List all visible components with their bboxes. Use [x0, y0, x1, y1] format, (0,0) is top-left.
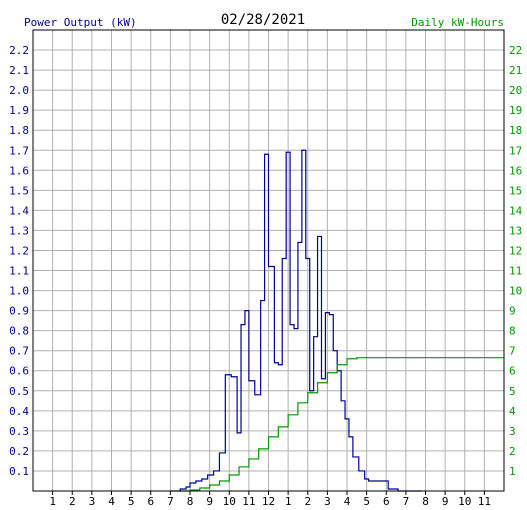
chart-title: 02/28/2021	[221, 12, 305, 28]
y-right-tick-label: 2	[509, 445, 516, 458]
x-tick-label: 9	[206, 495, 213, 508]
tick-labels: 1 2 3 4 5 6 7 8 9 10 11 12 1 2 3 4 5 6 7 8 9 10 110.10.20.30.4…	[9, 44, 522, 508]
y-right-tick-label: 4	[509, 405, 516, 418]
x-tick-label: 8	[187, 495, 194, 508]
x-tick-label: 6	[383, 495, 390, 508]
y-right-tick-label: 6	[509, 365, 516, 378]
x-tick-label: 3	[324, 495, 331, 508]
y-right-tick-label: 18	[509, 124, 522, 137]
y-right-tick-label: 7	[509, 345, 516, 358]
y-left-tick-label: 2.2	[9, 44, 29, 57]
y-right-tick-label: 8	[509, 325, 516, 338]
y-right-tick-label: 12	[509, 244, 522, 257]
y-right-tick-label: 21	[509, 64, 522, 77]
y-left-tick-label: 1.9	[9, 104, 29, 117]
y-right-tick-label: 19	[509, 104, 522, 117]
series-power-output	[170, 149, 422, 492]
x-tick-label: 8	[422, 495, 429, 508]
y-left-tick-label: 2.1	[9, 64, 29, 77]
y-left-tick-label: 0.4	[9, 405, 29, 418]
y-left-tick-label: 1.4	[9, 204, 29, 217]
x-tick-label: 2	[69, 495, 76, 508]
y-right-tick-label: 13	[509, 224, 522, 237]
plot-frame	[32, 29, 505, 492]
y-left-tick-label: 0.3	[9, 425, 29, 438]
y-right-tick-label: 20	[509, 84, 522, 97]
x-tick-label: 5	[363, 495, 370, 508]
y-right-tick-label: 10	[509, 285, 522, 298]
y-right-tick-label: 14	[509, 204, 523, 217]
y-right-tick-label: 22	[509, 44, 522, 57]
x-tick-label: 2	[304, 495, 311, 508]
y-left-tick-label: 1.0	[9, 285, 29, 298]
x-tick-label: 4	[344, 495, 351, 508]
x-tick-label: 5	[128, 495, 135, 508]
y-left-tick-label: 0.9	[9, 305, 29, 318]
series-group	[170, 149, 504, 492]
x-tick-label: 4	[108, 495, 115, 508]
y-right-tick-label: 15	[509, 184, 522, 197]
y-right-tick-label: 11	[509, 265, 522, 278]
x-tick-label: 1	[49, 495, 56, 508]
y-right-tick-label: 3	[509, 425, 516, 438]
x-tick-label: 3	[89, 495, 96, 508]
x-tick-label: 9	[442, 495, 449, 508]
left-axis-label: Power Output (kW)	[24, 16, 137, 29]
x-tick-label: 11	[478, 495, 491, 508]
x-tick-label: 1	[285, 495, 292, 508]
y-left-tick-label: 1.8	[9, 124, 29, 137]
y-right-tick-label: 1	[509, 465, 516, 478]
y-right-tick-label: 5	[509, 385, 516, 398]
x-tick-label: 10	[223, 495, 236, 508]
grid	[33, 30, 504, 491]
y-left-tick-label: 0.7	[9, 345, 29, 358]
x-tick-label: 7	[403, 495, 410, 508]
y-left-tick-label: 1.3	[9, 224, 29, 237]
y-left-tick-label: 0.6	[9, 365, 29, 378]
x-tick-label: 11	[242, 495, 255, 508]
x-tick-label: 6	[147, 495, 154, 508]
x-tick-label: 12	[262, 495, 275, 508]
y-left-tick-label: 1.6	[9, 164, 29, 177]
y-left-tick-label: 1.7	[9, 144, 29, 157]
y-right-tick-label: 9	[509, 305, 516, 318]
y-left-tick-label: 0.2	[9, 445, 29, 458]
series-daily-kwh	[180, 357, 504, 492]
x-tick-label: 7	[167, 495, 174, 508]
y-left-tick-label: 0.8	[9, 325, 29, 338]
right-axis-label: Daily kW-Hours	[411, 16, 504, 29]
y-right-tick-label: 17	[509, 144, 522, 157]
y-right-tick-label: 16	[509, 164, 522, 177]
y-left-tick-label: 0.1	[9, 465, 29, 478]
y-left-tick-label: 1.1	[9, 265, 29, 278]
y-left-tick-label: 1.2	[9, 244, 29, 257]
y-left-tick-label: 1.5	[9, 184, 29, 197]
x-tick-label: 10	[458, 495, 471, 508]
y-left-tick-label: 2.0	[9, 84, 29, 97]
y-left-tick-label: 0.5	[9, 385, 29, 398]
